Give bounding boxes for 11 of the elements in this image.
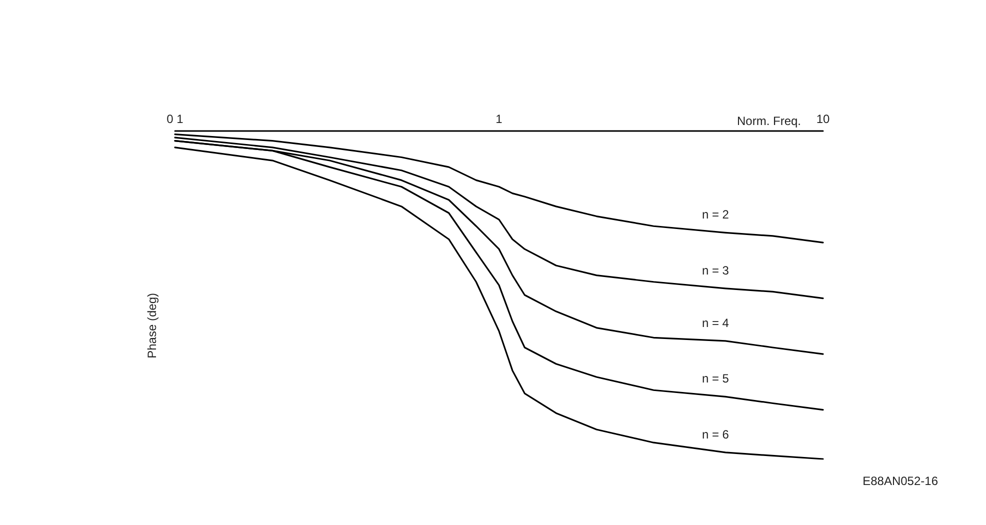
- series-label: n = 6: [702, 427, 730, 442]
- series-label: n = 4: [702, 316, 730, 330]
- series-label: n = 5: [702, 372, 730, 386]
- x-axis-title: Norm. Freq.: [737, 114, 802, 128]
- y-axis-title: Phase (deg): [145, 292, 159, 358]
- x-tick-label: 0 1: [166, 112, 184, 126]
- series-label: n = 2: [702, 208, 730, 222]
- x-tick-label: 10: [816, 112, 830, 126]
- series-label: n = 3: [702, 263, 730, 278]
- text: E88AN052-16: [862, 474, 938, 488]
- x-tick-label: 1: [496, 112, 503, 126]
